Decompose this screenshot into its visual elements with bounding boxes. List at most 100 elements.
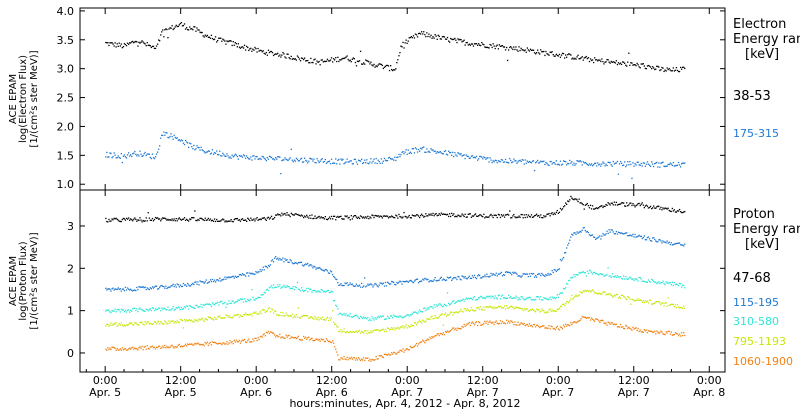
data-point	[301, 264, 304, 266]
data-point	[602, 232, 604, 235]
data-point	[394, 329, 396, 331]
data-point	[542, 217, 544, 219]
data-point	[170, 345, 172, 347]
data-point	[208, 317, 210, 319]
data-point	[521, 296, 523, 298]
data-point	[662, 207, 664, 209]
data-point	[112, 155, 114, 158]
data-point	[351, 331, 353, 333]
data-point	[514, 160, 516, 162]
series-1060-1900	[105, 316, 686, 362]
data-point	[670, 210, 672, 213]
data-point	[590, 271, 593, 273]
data-point	[151, 45, 154, 48]
data-point	[162, 217, 164, 219]
data-point	[654, 302, 656, 304]
data-point	[469, 297, 471, 299]
data-point	[515, 272, 517, 274]
series-175-315	[105, 131, 686, 179]
data-point	[325, 162, 328, 164]
data-point	[313, 265, 315, 267]
data-point	[130, 154, 132, 156]
data-point	[663, 208, 665, 210]
data-point	[583, 57, 585, 59]
data-point	[200, 343, 202, 346]
data-point	[611, 295, 613, 297]
data-point	[291, 287, 293, 290]
data-point	[341, 314, 343, 316]
data-point	[359, 359, 362, 362]
data-point	[611, 61, 613, 63]
data-point	[405, 315, 407, 317]
data-point	[586, 290, 588, 292]
data-point	[376, 329, 378, 331]
data-point	[301, 215, 304, 217]
data-point	[536, 52, 538, 54]
data-point	[421, 322, 423, 324]
data-point	[577, 295, 579, 297]
data-point	[579, 319, 581, 321]
data-point	[538, 52, 540, 54]
data-point	[581, 229, 583, 231]
data-point	[477, 324, 479, 327]
data-point	[223, 154, 225, 156]
data-point	[480, 277, 482, 279]
data-point	[622, 326, 624, 328]
data-point	[385, 160, 388, 162]
data-point	[483, 322, 485, 325]
data-point	[135, 309, 137, 312]
data-point	[210, 344, 213, 346]
data-point	[155, 285, 158, 287]
data-point	[631, 298, 633, 300]
data-point	[412, 325, 415, 327]
data-point	[129, 42, 131, 44]
data-point	[668, 304, 670, 306]
data-point	[196, 283, 198, 285]
data-point	[256, 313, 258, 315]
data-point	[403, 281, 405, 283]
data-point	[178, 286, 180, 288]
data-point	[477, 275, 479, 277]
data-point	[535, 214, 537, 216]
data-point	[134, 217, 136, 219]
data-point	[488, 276, 490, 278]
data-point	[334, 276, 336, 279]
data-point	[669, 210, 671, 212]
data-point	[392, 328, 394, 330]
data-point	[415, 342, 418, 345]
data-point	[384, 328, 387, 331]
data-point	[502, 46, 505, 48]
data-point	[210, 280, 213, 283]
data-point	[188, 29, 190, 31]
data-point	[502, 161, 505, 163]
data-point	[394, 69, 396, 71]
data-point	[276, 314, 278, 316]
data-point	[580, 202, 582, 204]
data-point	[400, 45, 402, 47]
electron-plot-frame	[79, 7, 726, 191]
data-point	[395, 214, 397, 216]
data-point	[356, 285, 359, 287]
data-point	[628, 204, 630, 206]
data-point	[219, 220, 221, 222]
data-point	[627, 61, 629, 63]
proton-ylabel-line-1: ACE EPAM	[8, 256, 19, 306]
data-point	[659, 238, 661, 241]
data-point	[644, 330, 646, 332]
data-point	[428, 281, 430, 283]
data-point	[240, 155, 243, 157]
data-point	[614, 295, 616, 297]
data-point	[617, 173, 620, 175]
data-point	[394, 315, 396, 317]
data-point	[602, 61, 604, 63]
proton-y-axis-label: ACE EPAM log(Proton Flux) [1/(cm²s ster …	[8, 232, 40, 329]
data-point	[342, 158, 344, 160]
data-point	[416, 151, 419, 153]
data-point	[436, 280, 438, 282]
data-point	[154, 47, 157, 50]
data-point	[407, 216, 409, 218]
data-point	[396, 215, 398, 217]
data-point	[385, 215, 388, 217]
data-point	[606, 164, 608, 167]
data-point	[137, 219, 139, 221]
